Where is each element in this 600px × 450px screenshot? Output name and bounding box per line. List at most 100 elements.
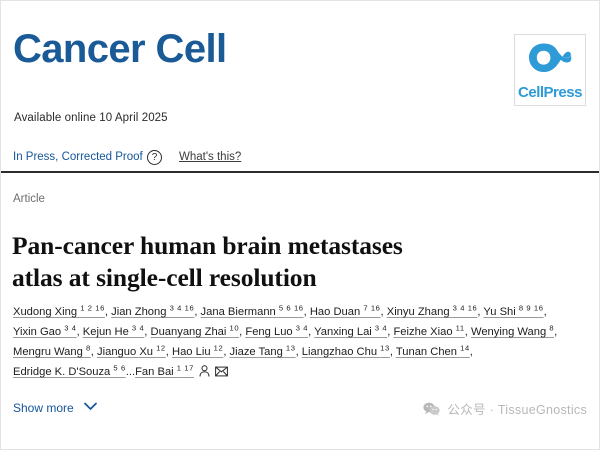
author-affiliation-refs: 1 17 bbox=[176, 363, 194, 373]
author-truncation: ... bbox=[125, 366, 136, 378]
author-link[interactable]: Yu Shi 8 9 16 bbox=[483, 303, 544, 318]
author-name: Mengru Wang bbox=[13, 346, 86, 358]
author-name: Jianguo Xu bbox=[97, 346, 157, 358]
author-name: Yanxing Lai bbox=[314, 326, 375, 338]
author-affiliation-refs: 7 16 bbox=[363, 303, 381, 313]
author-name: Hao Liu bbox=[171, 346, 214, 358]
author-affiliation-refs: 8 bbox=[85, 343, 91, 353]
author-link[interactable]: Wenying Wang 8 bbox=[470, 324, 554, 338]
author-name: Duanyang Zhai bbox=[150, 326, 230, 338]
author-link[interactable]: Duanyang Zhai 10 bbox=[150, 323, 240, 338]
status-label[interactable]: In Press, Corrected Proof bbox=[13, 151, 143, 163]
author-separator: , bbox=[464, 326, 471, 338]
author-affiliation-refs: 14 bbox=[460, 343, 470, 353]
author-separator: , bbox=[469, 346, 473, 358]
author-link[interactable]: Jana Biermann 5 6 16 bbox=[200, 303, 304, 318]
page-title: Pan-cancer human brain metastases atlas … bbox=[12, 231, 403, 293]
author-name: Xudong Xing bbox=[13, 306, 81, 318]
author-link[interactable]: Feng Luo 3 4 bbox=[245, 323, 309, 338]
author-link[interactable]: Hao Duan 7 16 bbox=[309, 303, 381, 318]
cellpress-logo[interactable]: CellPress bbox=[514, 34, 586, 106]
author-separator: , bbox=[295, 346, 302, 358]
author-link[interactable]: Fan Bai 1 17 bbox=[135, 363, 194, 378]
author-name: Fan Bai bbox=[135, 366, 177, 378]
publication-status-row: In Press, Corrected Proof ? What's this? bbox=[1, 150, 599, 173]
watermark: 公众号 · TissueGnostics bbox=[423, 399, 587, 418]
author-link[interactable]: Mengru Wang 8 bbox=[13, 343, 91, 358]
show-more-button[interactable]: Show more bbox=[13, 401, 97, 415]
author-affiliation-refs: 1 2 16 bbox=[80, 303, 105, 313]
author-link[interactable]: Hao Liu 12 bbox=[171, 343, 224, 358]
author-affiliation-refs: 12 bbox=[213, 343, 224, 353]
author-separator: , bbox=[104, 306, 112, 318]
journal-header: Cancer Cell Available online 10 April 20… bbox=[1, 1, 599, 131]
author-separator: , bbox=[223, 346, 230, 358]
author-link[interactable]: Edridge K. D'Souza 5 6 bbox=[13, 363, 126, 378]
question-mark-circle-icon[interactable]: ? bbox=[147, 150, 162, 165]
author-affiliation-refs: 8 9 16 bbox=[518, 303, 544, 313]
infinity-loop-icon bbox=[529, 43, 572, 72]
author-name: Xinyu Zhang bbox=[386, 306, 453, 318]
availability-date: Available online 10 April 2025 bbox=[14, 112, 168, 124]
author-link[interactable]: Feizhe Xiao 11 bbox=[393, 323, 465, 338]
author-separator: , bbox=[543, 306, 547, 318]
author-link[interactable]: Yixin Gao 3 4 bbox=[13, 323, 77, 338]
article-type-label: Article bbox=[13, 193, 45, 205]
author-affiliation-refs: 3 4 bbox=[295, 323, 309, 333]
author-name: Feng Luo bbox=[245, 326, 296, 338]
author-link[interactable]: Jianguo Xu 12 bbox=[97, 343, 166, 358]
author-name: Edridge K. D'Souza bbox=[13, 366, 114, 378]
author-separator: , bbox=[389, 346, 396, 358]
author-link[interactable]: Xinyu Zhang 3 4 16 bbox=[386, 304, 478, 318]
author-name: Hao Duan bbox=[309, 306, 364, 318]
author-link[interactable]: Liangzhao Chu 13 bbox=[301, 343, 390, 358]
author-link[interactable]: Jiaze Tang 13 bbox=[229, 343, 296, 358]
author-separator: , bbox=[477, 306, 484, 318]
author-name: Kejun He bbox=[82, 326, 132, 338]
author-separator: , bbox=[303, 306, 310, 318]
author-separator: , bbox=[76, 326, 83, 338]
author-name: Liangzhao Chu bbox=[301, 346, 381, 358]
author-affiliation-refs: 13 bbox=[380, 343, 390, 353]
author-affiliation-refs: 5 6 16 bbox=[278, 303, 304, 313]
author-name: Yixin Gao bbox=[13, 326, 65, 338]
envelope-icon[interactable] bbox=[215, 366, 228, 377]
author-link[interactable]: Xudong Xing 1 2 16 bbox=[13, 303, 105, 318]
wechat-icon bbox=[423, 402, 440, 416]
cellpress-wordmark: CellPress bbox=[518, 84, 582, 101]
author-link[interactable]: Tunan Chen 14 bbox=[395, 343, 470, 358]
author-affiliation-refs: 12 bbox=[156, 343, 166, 353]
author-affiliation-refs: 11 bbox=[455, 323, 465, 333]
chevron-down-icon bbox=[84, 402, 97, 410]
author-link[interactable]: Kejun He 3 4 bbox=[82, 323, 145, 338]
author-separator: , bbox=[165, 346, 172, 358]
author-affiliation-refs: 3 4 16 bbox=[169, 303, 195, 313]
author-name: Wenying Wang bbox=[470, 326, 550, 338]
author-separator: , bbox=[308, 326, 315, 338]
author-link[interactable]: Yanxing Lai 3 4 bbox=[314, 324, 387, 338]
author-separator: , bbox=[554, 326, 558, 338]
author-separator: , bbox=[144, 326, 151, 338]
header-divider bbox=[1, 171, 599, 173]
author-name: Feizhe Xiao bbox=[393, 326, 456, 338]
author-separator: , bbox=[90, 346, 98, 358]
author-affiliation-refs: 13 bbox=[285, 343, 296, 353]
author-affiliation-refs: 3 4 bbox=[64, 323, 77, 333]
author-list: Xudong Xing 1 2 16, Jian Zhong 3 4 16, J… bbox=[13, 302, 593, 382]
author-name: Jiaze Tang bbox=[229, 346, 286, 358]
author-link[interactable]: Jian Zhong 3 4 16 bbox=[111, 303, 195, 318]
author-affiliation-refs: 3 4 bbox=[131, 323, 145, 333]
author-separator: , bbox=[380, 306, 387, 318]
person-icon[interactable] bbox=[199, 365, 210, 377]
author-name: Tunan Chen bbox=[395, 346, 461, 358]
author-affiliation-refs: 5 6 bbox=[113, 363, 126, 373]
author-name: Yu Shi bbox=[483, 306, 519, 318]
author-affiliation-refs: 10 bbox=[229, 323, 240, 333]
journal-title[interactable]: Cancer Cell bbox=[13, 27, 227, 71]
author-name: Jana Biermann bbox=[200, 306, 279, 318]
whats-this-link[interactable]: What's this? bbox=[179, 151, 242, 163]
author-name: Jian Zhong bbox=[111, 306, 170, 318]
watermark-text: 公众号 · TissueGnostics bbox=[447, 403, 587, 417]
author-separator: , bbox=[387, 326, 394, 338]
